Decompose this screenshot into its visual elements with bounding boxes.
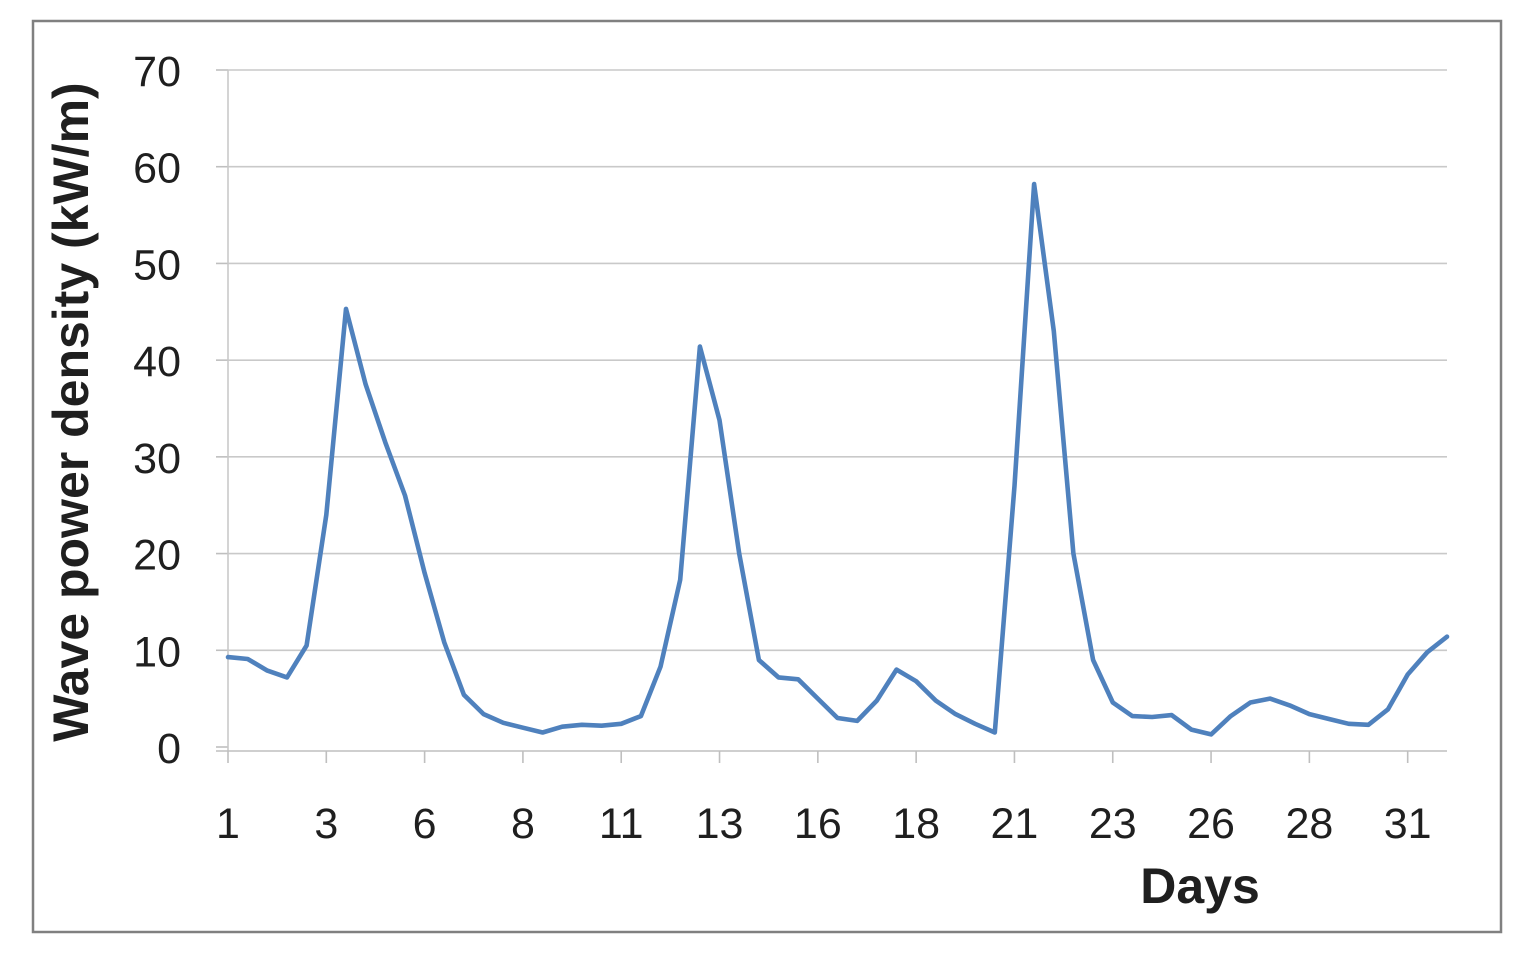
- x-tick-label: 28: [1285, 800, 1333, 848]
- x-tick-label: 26: [1187, 800, 1235, 848]
- gridlines-layer: [228, 69, 1447, 652]
- axes-layer: [216, 69, 1447, 763]
- x-tick-label: 11: [599, 800, 644, 848]
- y-tick-label: 30: [133, 435, 181, 483]
- y-tick-label: 10: [133, 628, 181, 676]
- series-layer: [225, 181, 1450, 737]
- y-axis-title: Wave power density (kW/m): [43, 82, 99, 741]
- y-tick-label: 20: [133, 532, 181, 580]
- x-tick-label: 13: [696, 800, 744, 848]
- x-tick-label: 8: [511, 800, 535, 848]
- x-tick-label: 21: [991, 800, 1039, 848]
- y-tick-label: 50: [133, 241, 181, 289]
- chart-border: [31, 19, 1503, 934]
- x-tick-label: 31: [1384, 800, 1432, 848]
- x-tick-label: 1: [216, 800, 240, 848]
- x-axis-title: Days: [1140, 858, 1260, 914]
- y-tick-label: 60: [133, 145, 181, 193]
- x-tick-label: 3: [314, 800, 338, 848]
- x-tick-label: 18: [892, 800, 940, 848]
- x-tick-label: 6: [413, 800, 437, 848]
- y-tick-label: 0: [157, 725, 181, 773]
- y-tick-label: 40: [133, 338, 181, 386]
- y-tick-label: 70: [133, 48, 181, 96]
- wave-power-line: [225, 181, 1450, 737]
- x-tick-label: 16: [794, 800, 842, 848]
- x-tick-label: 23: [1089, 800, 1137, 848]
